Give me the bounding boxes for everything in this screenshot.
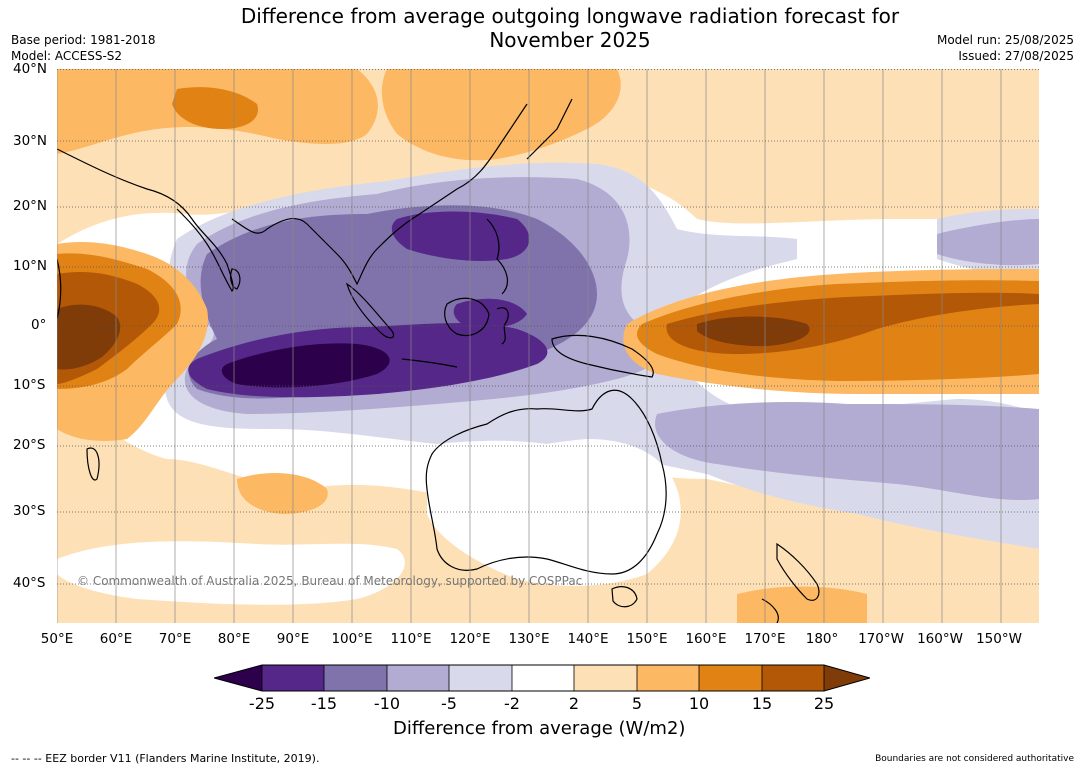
anomaly-orange-se: [737, 586, 867, 623]
lon-label: 110°E: [390, 631, 432, 647]
colorbar-tick: -25: [248, 694, 276, 713]
colorbar-swatch: [324, 665, 387, 691]
coastlines: [57, 98, 820, 623]
lat-label: 10°S: [13, 377, 46, 393]
coast-australia: [425, 389, 667, 575]
lon-label: 160°E: [685, 631, 727, 647]
anomaly-deep-purple-maritime: [453, 298, 527, 328]
coast-africa: [57, 258, 62, 320]
coast-sulawesi: [496, 307, 509, 345]
lat-label: 20°S: [13, 437, 46, 453]
lon-label: 120°E: [449, 631, 491, 647]
longitude-gridlines: [57, 69, 1002, 623]
lat-label: 40°N: [13, 61, 48, 77]
lon-label: 170°E: [744, 631, 786, 647]
colorbar-tick: 2: [568, 694, 580, 713]
anomaly-darkbrown-cpac: [697, 316, 810, 347]
colorbar-tick: -15: [310, 694, 338, 713]
coast-sri-lanka: [230, 268, 241, 290]
coast-sumatra: [345, 282, 395, 339]
issued-date: Issued: 27/08/2025: [958, 49, 1074, 63]
anomaly-darkest-purple: [221, 343, 390, 388]
colorbar-swatch: [512, 665, 574, 691]
model-name: Model: ACCESS-S2: [11, 49, 123, 63]
lat-label: 10°N: [13, 258, 48, 274]
colorbar: [214, 664, 870, 692]
colorbar-extend-high: [824, 665, 870, 691]
run-info: Model run: 25/08/2025 Issued: 27/08/2025: [937, 32, 1074, 64]
lon-label: 150°W: [976, 631, 1022, 647]
colorbar-tick: 10: [688, 694, 710, 713]
neutral-australia: [427, 439, 681, 586]
lon-label: 180°: [805, 631, 839, 647]
eez-note: -- -- -- EEZ border V11 (Flanders Marine…: [11, 752, 320, 765]
colorbar-label: Difference from average (W/m2): [393, 718, 686, 739]
coast-madagascar: [86, 447, 100, 481]
model-run: Model run: 25/08/2025: [936, 33, 1074, 47]
coast-borneo: [444, 297, 490, 336]
lat-label: 30°N: [13, 133, 48, 149]
colorbar-tick: 15: [751, 694, 773, 713]
model-info: Base period: 1981-2018 Model: ACCESS-S2: [11, 32, 156, 64]
anomaly-darkorange-north: [172, 87, 258, 129]
coast-java: [401, 358, 458, 368]
coast-new-guinea: [551, 334, 654, 378]
anomaly-deep-purple-north: [391, 211, 530, 261]
anomaly-orange-south: [237, 473, 328, 514]
base-period: Base period: 1981-2018: [11, 33, 156, 47]
anomaly-darkbrown-west: [57, 304, 121, 370]
lon-label: 50°E: [40, 631, 74, 647]
lon-label: 100°E: [331, 631, 373, 647]
lat-label: 30°S: [13, 503, 46, 519]
lon-label: 160°W: [917, 631, 963, 647]
colorbar-swatch: [637, 665, 699, 691]
lat-label: 40°S: [13, 575, 46, 591]
anomaly-orange-north-pac: [381, 69, 621, 161]
colorbar-tick: 5: [631, 694, 643, 713]
colorbar-dividers: [261, 665, 825, 691]
coast-philippines: [486, 218, 509, 295]
lon-label: 90°E: [276, 631, 310, 647]
lon-label: 130°E: [508, 631, 550, 647]
coast-asia: [57, 103, 528, 292]
colorbar-swatch: [449, 665, 512, 691]
colorbar-swatch: [387, 665, 449, 691]
lon-label: 170°W: [858, 631, 904, 647]
coast-new-zealand: [761, 542, 820, 623]
colorbar-swatch: [699, 665, 762, 691]
lon-label: 150°E: [626, 631, 668, 647]
copyright-notice: © Commonwealth of Australia 2025, Bureau…: [77, 574, 583, 588]
map-title: Difference from average outgoing longwav…: [0, 4, 1085, 52]
olr-anomaly-map: [57, 69, 1039, 623]
lon-label: 60°E: [99, 631, 133, 647]
colorbar-swatch: [762, 665, 824, 691]
colorbar-swatch: [574, 665, 637, 691]
colorbar-swatch: [262, 665, 324, 691]
lat-label: 0°: [31, 317, 47, 333]
lat-label: 20°N: [13, 198, 48, 214]
colorbar-tick: -10: [373, 694, 401, 713]
anomaly-medium-purple-sepac: [655, 402, 1039, 501]
boundary-disclaimer: Boundaries are not considered authoritat…: [875, 754, 1074, 764]
lon-label: 140°E: [567, 631, 609, 647]
colorbar-extend-low: [214, 665, 262, 691]
title-line-1: Difference from average outgoing longwav…: [240, 4, 900, 28]
colorbar-tick: 25: [813, 694, 835, 713]
lon-label: 70°E: [158, 631, 192, 647]
colorbar-tick: -5: [441, 694, 457, 713]
anomaly-medium-purple-npac: [937, 219, 1039, 266]
lon-label: 80°E: [217, 631, 251, 647]
coast-japan: [526, 98, 573, 160]
neutral-southern-ocean: [57, 541, 405, 605]
coast-tasmania: [611, 586, 638, 608]
title-line-2: November 2025: [489, 28, 651, 52]
colorbar-tick: -2: [504, 694, 520, 713]
